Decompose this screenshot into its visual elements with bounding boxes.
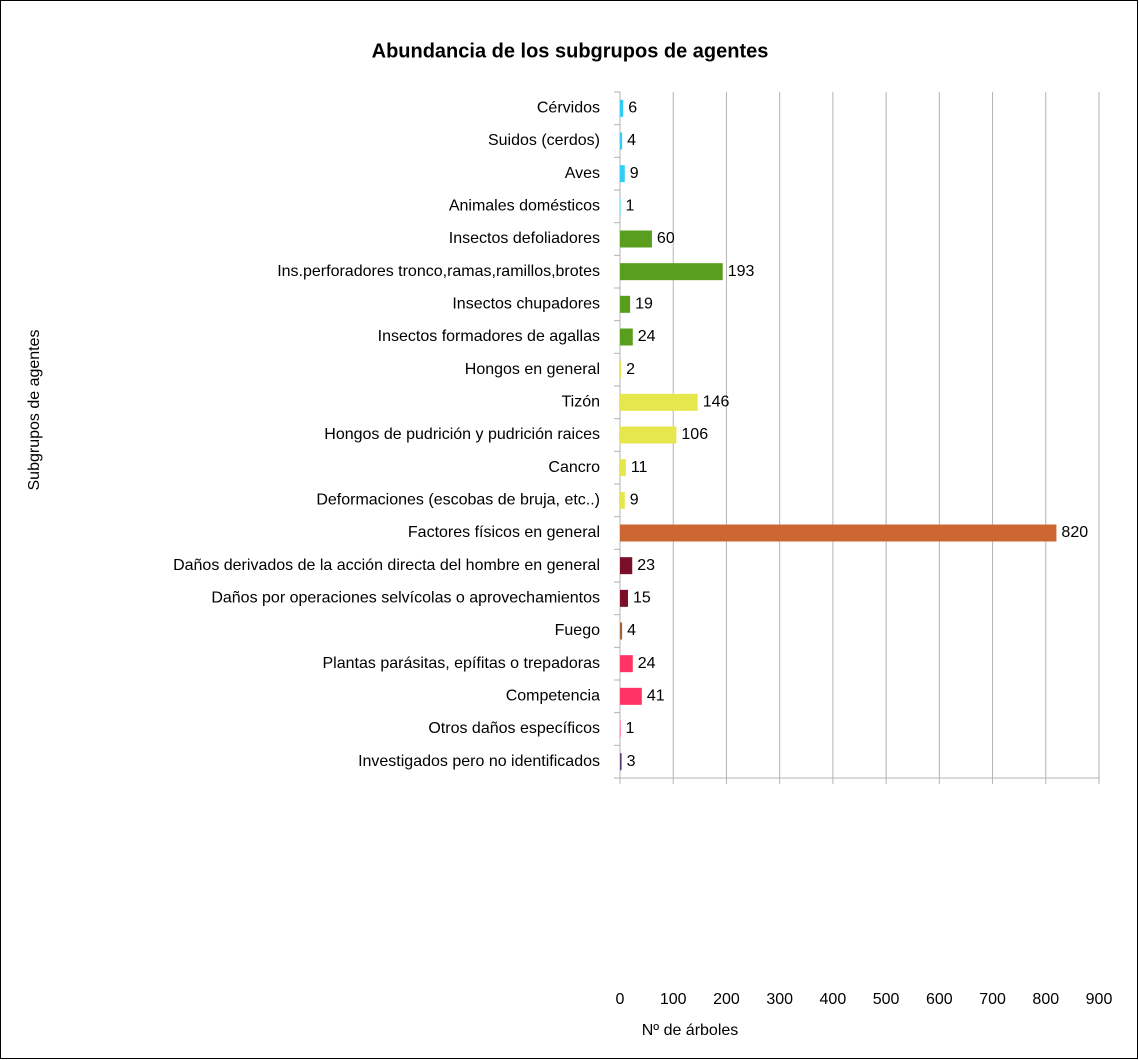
bar <box>620 295 631 313</box>
y-tick-label: Ins.perforadores tronco,ramas,ramillos,b… <box>277 263 600 280</box>
bar <box>620 687 642 705</box>
bar <box>620 459 626 477</box>
value-label: 24 <box>638 655 656 672</box>
bar <box>620 622 623 640</box>
x-tick-label: 200 <box>713 991 740 1008</box>
bar <box>620 99 624 117</box>
value-label: 2 <box>626 361 635 378</box>
y-tick-label: Daños por operaciones selvícolas o aprov… <box>211 590 600 607</box>
value-label: 6 <box>628 100 637 117</box>
y-tick-label: Insectos formadores de agallas <box>378 328 600 345</box>
y-tick-label: Competencia <box>506 688 600 705</box>
bar <box>620 132 623 150</box>
y-tick-label: Cérvidos <box>537 100 600 117</box>
x-tick-label: 400 <box>820 991 847 1008</box>
y-tick-label: Factores físicos en general <box>408 524 600 541</box>
bar <box>620 393 698 411</box>
value-label: 4 <box>627 622 636 639</box>
value-label: 4 <box>627 132 636 149</box>
bar <box>620 230 652 248</box>
y-tick-label: Hongos en general <box>465 361 600 378</box>
value-label: 24 <box>638 328 656 345</box>
value-label: 9 <box>630 492 639 509</box>
x-tick-label: 300 <box>766 991 793 1008</box>
value-label: 193 <box>728 263 755 280</box>
y-tick-label: Fuego <box>555 622 600 639</box>
y-tick-label: Aves <box>565 165 600 182</box>
y-tick-label: Deformaciones (escobas de bruja, etc..) <box>316 492 600 509</box>
bar <box>620 589 628 607</box>
bar <box>620 263 723 281</box>
y-tick-label: Tizón <box>561 394 600 411</box>
y-tick-label: Plantas parásitas, epífitas o trepadoras <box>323 655 601 672</box>
bar <box>620 524 1057 542</box>
x-tick-label: 0 <box>616 991 625 1008</box>
bar <box>620 491 625 509</box>
bar <box>620 361 622 379</box>
bar <box>620 753 622 771</box>
x-tick-label: 800 <box>1032 991 1059 1008</box>
y-tick-label: Otros daños específicos <box>428 720 600 737</box>
value-label: 41 <box>647 688 665 705</box>
x-axis-label: Nº de árboles <box>642 1022 739 1039</box>
bar <box>620 557 633 575</box>
y-tick-label: Suidos (cerdos) <box>488 132 600 149</box>
y-tick-label: Hongos de pudrición y pudrición raices <box>324 426 600 443</box>
chart-title: Abundancia de los subgrupos de agentes <box>372 40 769 62</box>
y-axis-label: Subgrupos de agentes <box>26 329 43 490</box>
value-label: 23 <box>637 557 655 574</box>
bar <box>620 197 621 215</box>
value-label: 15 <box>633 590 651 607</box>
bar <box>620 165 625 183</box>
value-label: 106 <box>681 426 708 443</box>
y-tick-label: Cancro <box>548 459 600 476</box>
y-tick-label: Insectos defoliadores <box>449 230 600 247</box>
value-label: 60 <box>657 230 675 247</box>
bar <box>620 328 633 346</box>
bar <box>620 655 633 673</box>
y-tick-label: Insectos chupadores <box>452 296 600 313</box>
value-label: 19 <box>635 296 653 313</box>
value-label: 820 <box>1061 524 1088 541</box>
x-tick-label: 500 <box>873 991 900 1008</box>
y-tick-label: Animales domésticos <box>449 198 600 215</box>
bar <box>620 426 677 444</box>
y-tick-label: Investigados pero no identificados <box>358 753 600 770</box>
x-tick-label: 700 <box>979 991 1006 1008</box>
value-label: 1 <box>626 198 635 215</box>
x-tick-label: 100 <box>660 991 687 1008</box>
y-tick-label: Daños derivados de la acción directa del… <box>173 557 600 574</box>
value-label: 1 <box>626 720 635 737</box>
value-label: 9 <box>630 165 639 182</box>
value-label: 3 <box>627 753 636 770</box>
x-tick-label: 600 <box>926 991 953 1008</box>
value-label: 146 <box>703 394 730 411</box>
value-label: 11 <box>631 459 648 476</box>
bar <box>620 720 621 738</box>
x-tick-label: 900 <box>1086 991 1113 1008</box>
